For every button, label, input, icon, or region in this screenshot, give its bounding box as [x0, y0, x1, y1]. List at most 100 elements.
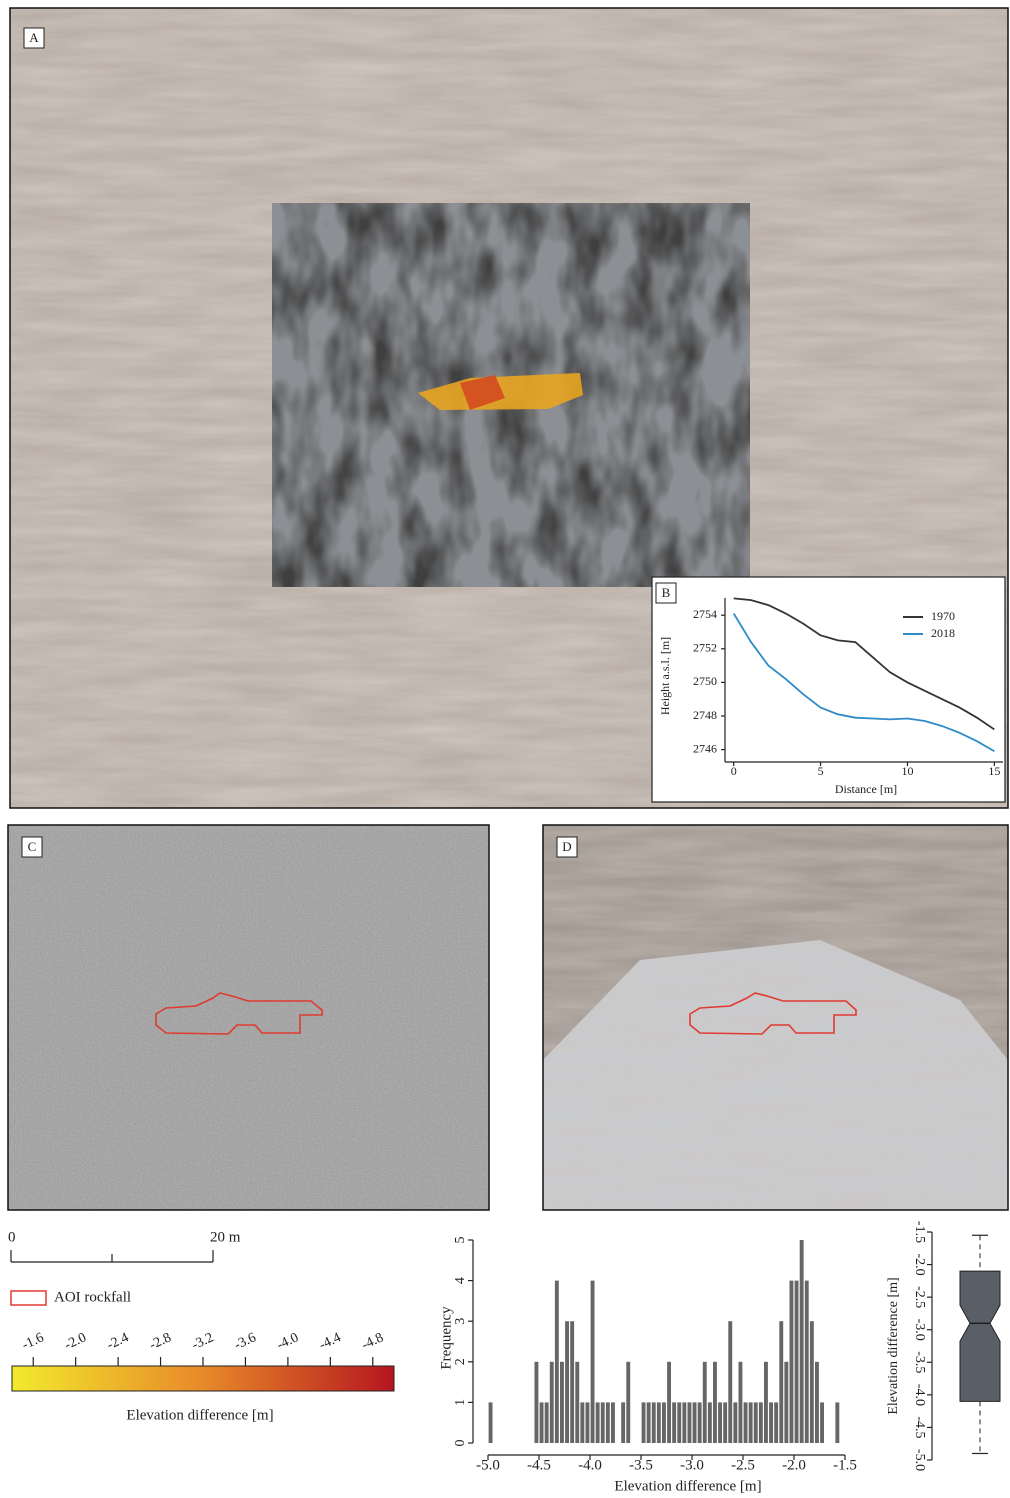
histogram-bar [565, 1321, 569, 1443]
x-tick-label: -4.5 [527, 1457, 551, 1473]
histogram-bar [626, 1362, 630, 1443]
y-tick-label: 2748 [693, 708, 717, 722]
histogram-bar [677, 1402, 681, 1443]
x-tick-label: -5.0 [476, 1457, 500, 1473]
y-tick-label: -4.0 [912, 1384, 927, 1406]
legend-label: AOI rockfall [54, 1289, 131, 1305]
y-axis-label: Elevation difference [m] [886, 1277, 901, 1414]
colorbar-tick-label: -2.8 [147, 1330, 173, 1353]
photo-d [543, 825, 1008, 1210]
y-tick-label: -5.0 [912, 1449, 927, 1471]
histogram-bar [779, 1321, 783, 1443]
y-tick-label: 4 [453, 1277, 468, 1284]
histogram-bar [560, 1362, 564, 1443]
histogram-bar [545, 1402, 549, 1443]
histogram-bar [662, 1402, 666, 1443]
y-tick-label: 2 [453, 1358, 468, 1365]
histogram-bar [749, 1402, 753, 1443]
x-tick-label: -2.5 [731, 1457, 755, 1473]
x-tick-label: -2.0 [782, 1457, 806, 1473]
histogram-bar [550, 1362, 554, 1443]
colorbar-tick-label: -3.2 [190, 1330, 216, 1353]
histogram-bar [586, 1402, 590, 1443]
histogram-bar [733, 1402, 737, 1443]
x-tick-label: -4.0 [578, 1457, 602, 1473]
colorbar-tick-label: -3.6 [232, 1330, 258, 1353]
x-tick-label: 0 [731, 764, 737, 778]
histogram-bar [835, 1402, 839, 1443]
colorbar-tick-label: -2.4 [105, 1330, 131, 1353]
histogram-bar [621, 1402, 625, 1443]
histogram-bar [718, 1402, 722, 1443]
colorbar-tick-label: -4.0 [275, 1330, 301, 1353]
histogram-bar [784, 1362, 788, 1443]
histogram-bar [672, 1402, 676, 1443]
histogram-bar [591, 1281, 595, 1443]
histogram-bar [575, 1362, 579, 1443]
x-tick-label: 5 [818, 764, 824, 778]
histogram-bar [790, 1281, 794, 1443]
histogram-bar [800, 1240, 804, 1443]
panel-label: B [662, 585, 671, 600]
histogram-bar [693, 1402, 697, 1443]
colorbar [12, 1366, 394, 1391]
x-axis-label: Distance [m] [835, 782, 897, 796]
figure: A B C D AOI rockfall 0 20 m 2746 2748 2750 27… [0, 0, 1010, 1498]
y-axis-label: Height a.s.l. [m] [658, 637, 672, 715]
x-tick-label: -1.5 [833, 1457, 857, 1473]
x-tick-label: 10 [901, 764, 913, 778]
y-tick-label: 1 [453, 1399, 468, 1406]
histogram-bar [647, 1402, 651, 1443]
y-tick-label: 5 [453, 1237, 468, 1244]
histogram-bar [642, 1402, 646, 1443]
x-tick-label: -3.5 [629, 1457, 653, 1473]
x-axis-label: Elevation difference [m] [614, 1478, 761, 1494]
scale-bar-label: 0 [8, 1229, 16, 1245]
y-tick-label: 2750 [693, 674, 717, 688]
histogram-bar [698, 1402, 702, 1443]
y-tick-label: -2.0 [912, 1253, 927, 1275]
box [960, 1271, 1000, 1401]
panel-label: D [562, 839, 571, 854]
panel-label: C [28, 839, 37, 854]
histogram-bar [805, 1281, 809, 1443]
legend-label: 1970 [931, 609, 955, 623]
y-tick-label: -2.5 [912, 1286, 927, 1308]
y-tick-label: -4.5 [912, 1416, 927, 1438]
histogram-bar [708, 1402, 712, 1443]
histogram-bar [652, 1402, 656, 1443]
histogram-bar [744, 1402, 748, 1443]
y-axis-label: Frequency [438, 1306, 454, 1370]
histogram-bar [739, 1362, 743, 1443]
histogram-bar [754, 1402, 758, 1443]
x-tick-label: -3.0 [680, 1457, 704, 1473]
photo-c [8, 825, 489, 1210]
y-tick-label: 2754 [693, 607, 717, 621]
y-tick-label: 2746 [693, 741, 717, 755]
histogram-bar [688, 1402, 692, 1443]
y-tick-label: 2752 [693, 641, 717, 655]
colorbar-tick-label: -1.6 [20, 1330, 46, 1353]
scale-bar-label: 20 m [210, 1229, 241, 1245]
panel-label: A [29, 30, 39, 45]
histogram-bar [667, 1362, 671, 1443]
histogram-bar [606, 1402, 610, 1443]
histogram-bar [703, 1362, 707, 1443]
histogram-bar [815, 1362, 819, 1443]
y-tick-label: -3.5 [912, 1351, 927, 1373]
histogram-bar [535, 1362, 539, 1443]
histogram-bar [820, 1402, 824, 1443]
y-tick-label: 0 [453, 1440, 468, 1447]
y-tick-label: -1.5 [912, 1221, 927, 1243]
y-tick-label: 3 [453, 1318, 468, 1325]
histogram-bar [540, 1402, 544, 1443]
histogram-bar [769, 1402, 773, 1443]
x-tick-label: 15 [988, 764, 1000, 778]
histogram-bar [764, 1362, 768, 1443]
histogram-bar [810, 1321, 814, 1443]
colorbar-tick-label: -4.4 [317, 1330, 343, 1353]
histogram-bar [728, 1321, 732, 1443]
histogram-bar [611, 1402, 615, 1443]
histogram-bar [657, 1402, 661, 1443]
histogram-bar [596, 1402, 600, 1443]
